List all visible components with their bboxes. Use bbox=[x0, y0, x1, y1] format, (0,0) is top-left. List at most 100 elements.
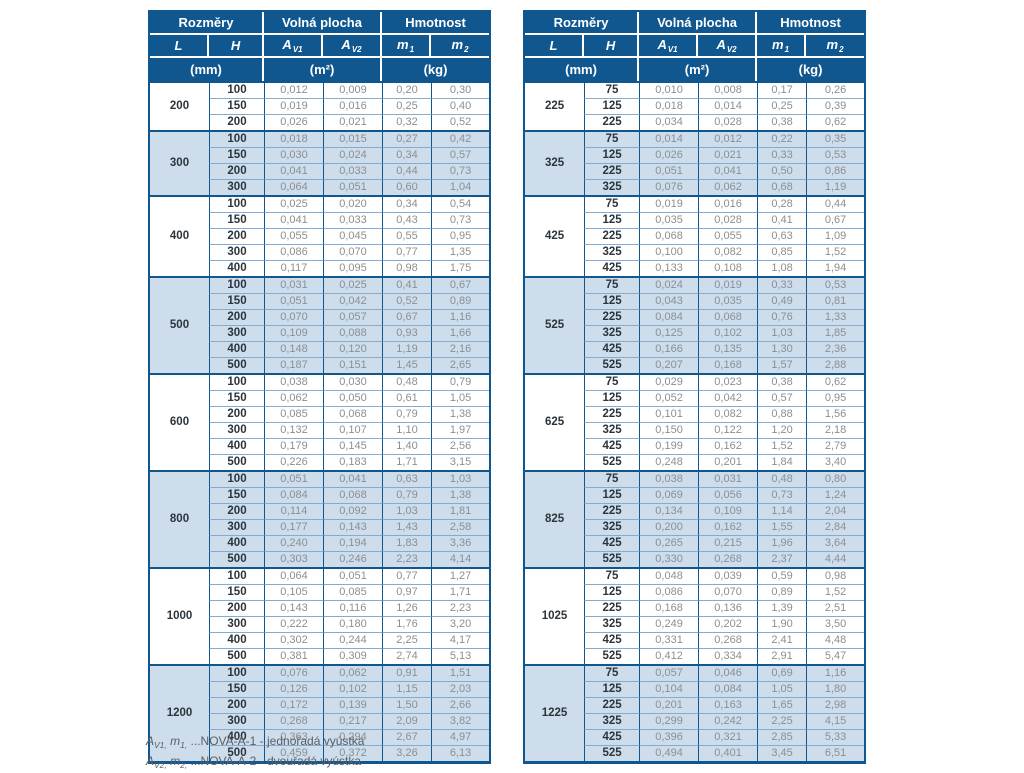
cell-m2: 0,44 bbox=[806, 195, 865, 212]
table-row: 500 0,381 0,309 2,74 5,13 bbox=[150, 648, 490, 664]
cell-m1: 0,77 bbox=[382, 567, 432, 584]
cell-av1: 0,134 bbox=[639, 503, 699, 519]
cell-m2: 2,36 bbox=[806, 341, 865, 357]
cell-m1: 0,97 bbox=[382, 584, 432, 600]
col-group-dimensions: Rozměry bbox=[525, 12, 640, 35]
cell-av1: 0,052 bbox=[639, 390, 699, 406]
cell-av1: 0,025 bbox=[264, 195, 324, 212]
cell-height: 525 bbox=[584, 357, 640, 373]
cell-height: 75 bbox=[584, 130, 640, 147]
table-row: 325 0,200 0,162 1,55 2,84 bbox=[525, 519, 865, 535]
cell-av1: 0,051 bbox=[639, 163, 699, 179]
cell-m1: 0,32 bbox=[382, 114, 432, 130]
cell-av2: 0,120 bbox=[323, 341, 383, 357]
cell-height: 225 bbox=[584, 163, 640, 179]
cell-m2: 3,15 bbox=[431, 454, 490, 470]
cell-m2: 2,51 bbox=[806, 600, 865, 616]
cell-height: 325 bbox=[584, 616, 640, 632]
cell-m1: 1,14 bbox=[757, 503, 807, 519]
cell-m1: 0,25 bbox=[382, 98, 432, 114]
cell-av1: 0,226 bbox=[264, 454, 324, 470]
cell-av2: 0,028 bbox=[698, 114, 758, 130]
cell-height: 150 bbox=[209, 584, 265, 600]
cell-m1: 2,23 bbox=[382, 551, 432, 567]
cell-av2: 0,068 bbox=[323, 487, 383, 503]
cell-height: 325 bbox=[584, 519, 640, 535]
cell-av1: 0,240 bbox=[264, 535, 324, 551]
table-row: 500 0,303 0,246 2,23 4,14 bbox=[150, 551, 490, 567]
table-row: 325 0,249 0,202 1,90 3,50 bbox=[525, 616, 865, 632]
cell-av1: 0,303 bbox=[264, 551, 324, 567]
cell-m2: 0,86 bbox=[806, 163, 865, 179]
cell-m1: 1,76 bbox=[382, 616, 432, 632]
cell-av2: 0,051 bbox=[323, 179, 383, 195]
cell-m1: 0,44 bbox=[382, 163, 432, 179]
cell-height: 300 bbox=[209, 713, 265, 729]
cell-m2: 0,89 bbox=[431, 293, 490, 309]
cell-av1: 0,076 bbox=[639, 179, 699, 195]
cell-m2: 1,56 bbox=[806, 406, 865, 422]
cell-av1: 0,299 bbox=[639, 713, 699, 729]
footnotes: AV1, m1, ...NOVA-A-1 - jednořadá vyústka… bbox=[146, 733, 364, 773]
table-row: 500 0,226 0,183 1,71 3,15 bbox=[150, 454, 490, 470]
table-row: 525 0,494 0,401 3,45 6,51 bbox=[525, 745, 865, 761]
cell-av1: 0,201 bbox=[639, 697, 699, 713]
cell-av1: 0,265 bbox=[639, 535, 699, 551]
cell-av2: 0,082 bbox=[698, 244, 758, 260]
cell-av1: 0,055 bbox=[264, 228, 324, 244]
cell-height: 200 bbox=[209, 309, 265, 325]
cell-length: 200 bbox=[150, 81, 209, 130]
table-row: 200 0,085 0,068 0,79 1,38 bbox=[150, 406, 490, 422]
cell-av1: 0,363 bbox=[264, 729, 324, 745]
table-row: 225 0,084 0,068 0,76 1,33 bbox=[525, 309, 865, 325]
col-group-dimensions: Rozměry bbox=[150, 12, 265, 35]
cell-av2: 0,246 bbox=[323, 551, 383, 567]
cell-m2: 1,85 bbox=[806, 325, 865, 341]
cell-av2: 0,194 bbox=[323, 535, 383, 551]
cell-av1: 0,172 bbox=[264, 697, 324, 713]
cell-m2: 1,09 bbox=[806, 228, 865, 244]
cell-av2: 0,051 bbox=[323, 567, 383, 584]
cell-av1: 0,396 bbox=[639, 729, 699, 745]
symbol-m2: m bbox=[170, 754, 181, 768]
dimension-group: 1025 75 0,048 0,039 0,59 0,98 125 0,086 0,070 0,8… bbox=[525, 567, 865, 664]
cell-m1: 2,25 bbox=[382, 632, 432, 648]
cell-m2: 1,52 bbox=[806, 584, 865, 600]
cell-av1: 0,064 bbox=[264, 567, 324, 584]
cell-height: 125 bbox=[584, 390, 640, 406]
cell-height: 125 bbox=[584, 147, 640, 163]
cell-height: 225 bbox=[584, 600, 640, 616]
cell-av2: 0,168 bbox=[698, 357, 758, 373]
cell-m1: 1,83 bbox=[382, 535, 432, 551]
table-row: 400 0,363 0,294 2,67 4,97 bbox=[150, 729, 490, 745]
table-row: 400 0,179 0,145 1,40 2,56 bbox=[150, 438, 490, 454]
cell-m1: 0,73 bbox=[757, 487, 807, 503]
cell-m2: 0,57 bbox=[431, 147, 490, 163]
cell-m1: 1,39 bbox=[757, 600, 807, 616]
cell-av2: 0,016 bbox=[323, 98, 383, 114]
cell-length: 1025 bbox=[525, 567, 585, 664]
table-row: 200 0,114 0,092 1,03 1,81 bbox=[150, 503, 490, 519]
cell-m1: 1,15 bbox=[382, 681, 432, 697]
cell-m2: 1,24 bbox=[806, 487, 865, 503]
cell-length: 300 bbox=[150, 130, 209, 195]
cell-m1: 0,22 bbox=[757, 130, 807, 147]
cell-av2: 0,102 bbox=[323, 681, 383, 697]
cell-av1: 0,166 bbox=[639, 341, 699, 357]
cell-m2: 4,17 bbox=[431, 632, 490, 648]
cell-av1: 0,076 bbox=[264, 664, 324, 681]
cell-av2: 0,014 bbox=[698, 98, 758, 114]
table-row: 225 0,134 0,109 1,14 2,04 bbox=[525, 503, 865, 519]
unit-mm: (mm) bbox=[150, 58, 265, 81]
cell-height: 75 bbox=[584, 373, 640, 390]
cell-av2: 0,334 bbox=[698, 648, 758, 664]
cell-av2: 0,084 bbox=[698, 681, 758, 697]
cell-av1: 0,248 bbox=[639, 454, 699, 470]
cell-av2: 0,162 bbox=[698, 519, 758, 535]
footnote-nova-a-2: AV2, m2, ...NOVA-A-2 - dvouřadá vyústka bbox=[146, 754, 362, 770]
cell-av1: 0,148 bbox=[264, 341, 324, 357]
col-header-av1: AV1 bbox=[639, 35, 699, 58]
cell-height: 400 bbox=[209, 632, 265, 648]
cell-av1: 0,012 bbox=[264, 81, 324, 98]
dimension-group: 200 100 0,012 0,009 0,20 0,30 150 0,019 0,016 0,2… bbox=[150, 81, 490, 130]
